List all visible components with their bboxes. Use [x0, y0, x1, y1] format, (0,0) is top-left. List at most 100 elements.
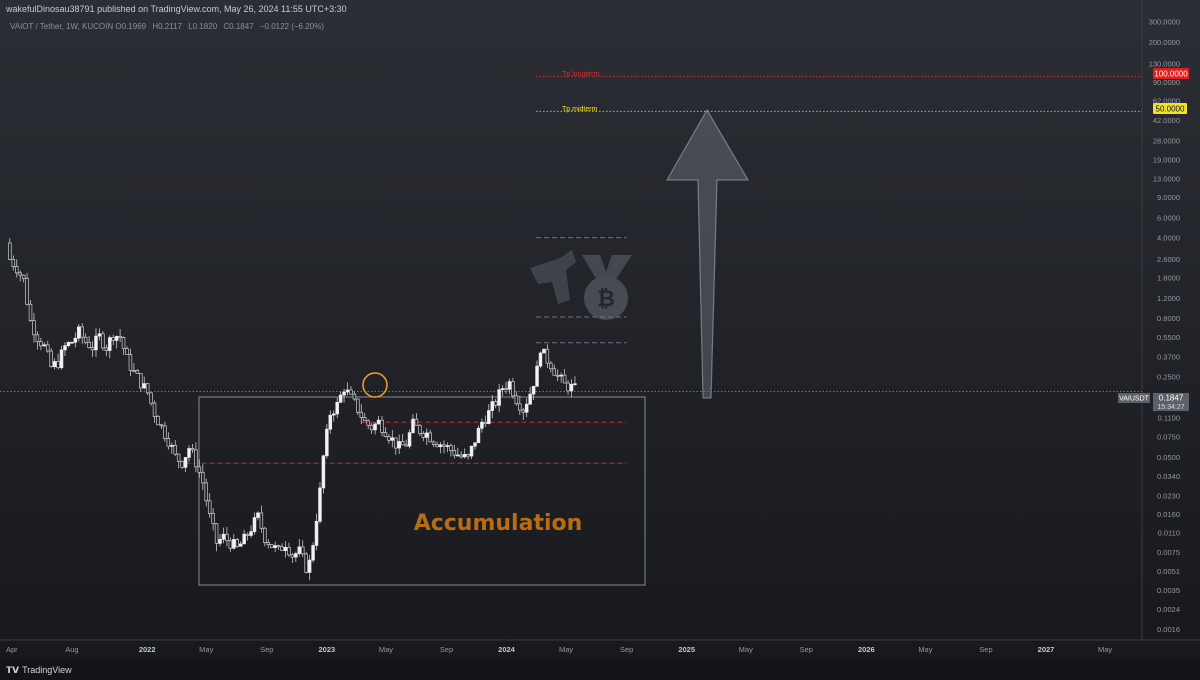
candle-body [156, 416, 160, 426]
candle-body [90, 347, 95, 351]
candle-body [63, 345, 67, 351]
high-value: 0.2117 [158, 22, 182, 31]
candle-body [404, 444, 408, 447]
candle-body [559, 374, 563, 377]
time-tick-label: May [1098, 645, 1112, 654]
price-tick-label: 42.0000 [1153, 116, 1180, 125]
time-tick-label: May [199, 645, 213, 654]
candle-body [425, 432, 429, 438]
time-tick-label: May [379, 645, 393, 654]
up-arrow-annotation [665, 108, 750, 399]
low-value: 0.1820 [192, 22, 218, 31]
time-tick-label: 2024 [498, 645, 516, 654]
candle-body [363, 417, 367, 422]
price-tick-label: 2.6000 [1157, 255, 1180, 264]
candle-body [383, 432, 388, 437]
candle-body [42, 344, 47, 347]
candle-body [394, 437, 398, 449]
price-tick-label: 0.0075 [1157, 548, 1180, 557]
candle-body [52, 361, 57, 367]
candle-body [318, 487, 322, 522]
candle-body [366, 420, 370, 426]
price-tick-label: 300.0000 [1149, 18, 1180, 27]
svg-text:₿: ₿ [597, 287, 615, 312]
candle-body [490, 401, 494, 411]
price-tick-label: 1.8000 [1157, 274, 1180, 283]
candle-body [232, 539, 236, 549]
price-tick-label: 19.0000 [1153, 156, 1180, 165]
pair-tag-text: VAIUSDT [1119, 396, 1150, 403]
candle-body [535, 365, 539, 387]
candle-body [197, 466, 202, 473]
candle-body [421, 433, 426, 438]
candle-body [187, 448, 191, 458]
candle-body [373, 423, 377, 431]
candle-body [483, 421, 488, 425]
brand-label: TradingView [22, 665, 72, 675]
candle-body [400, 441, 405, 446]
candle-body [521, 409, 526, 413]
candle-body [311, 545, 315, 561]
price-tick-label: 6.0000 [1157, 213, 1180, 222]
horizontal-lines [0, 76, 1142, 464]
candle-body [11, 258, 16, 267]
candle-body [431, 441, 436, 445]
candle-body [245, 533, 250, 536]
time-tick-label: 2023 [319, 645, 336, 654]
candle-body [545, 348, 550, 364]
price-tick-label: 0.8000 [1157, 314, 1180, 323]
time-tick-label: 2026 [858, 645, 875, 654]
price-tick-label: 0.0750 [1157, 433, 1180, 442]
time-tick-label: May [559, 645, 573, 654]
candle-body [59, 349, 64, 369]
candle-body [321, 455, 326, 489]
tv-icon: 𝗧𝗩 [6, 665, 20, 675]
candle-body [118, 335, 122, 338]
candle-body [359, 411, 364, 418]
price-axis-ticks: 300.0000 200.0000 130.0000 90.0000 62.0000 42… [1149, 18, 1180, 634]
candle-body [418, 424, 422, 434]
candle-body [442, 444, 446, 447]
candle-body [487, 410, 491, 425]
candle-body [542, 348, 546, 354]
candle-body [566, 382, 570, 392]
top-circle-annotation [362, 372, 388, 398]
time-tick-label: Aug [65, 645, 78, 654]
tradingview-logo[interactable]: 𝗧𝗩 TradingView [6, 665, 72, 676]
close-value: 0.1847 [229, 22, 254, 31]
candle-body [524, 403, 529, 413]
change-value: −0.0122 (−6.20%) [259, 22, 324, 31]
price-tick-label: 0.0110 [1158, 529, 1180, 538]
time-axis-ticks: Apr Aug 2022 May Sep 2023 May Sep 2024 May Sep 2025… [6, 645, 1112, 654]
candle-body [163, 425, 167, 439]
price-tick-label: 4.0000 [1157, 234, 1180, 243]
candle-body [8, 242, 12, 260]
candle-body [514, 395, 519, 405]
price-tick-label: 0.0160 [1157, 510, 1180, 519]
price-tick-label: 0.1100 [1158, 413, 1180, 422]
candle-body [380, 419, 384, 433]
candle-body [45, 344, 50, 352]
candle-body [356, 398, 360, 413]
candle-body [218, 538, 222, 544]
candle-body [201, 471, 205, 484]
price-tick-label: 1.2000 [1157, 294, 1180, 303]
candle-body [83, 336, 88, 343]
candle-body [407, 432, 412, 447]
price-chart[interactable]: ₿ Accumulation Tp.longterm Tp.midterm 30… [0, 0, 1200, 660]
accumulation-box [198, 396, 646, 586]
price-tick-label: 0.0024 [1157, 605, 1180, 614]
time-tick-label: 2027 [1038, 645, 1055, 654]
tp-longterm-tag: 100.0000 [1153, 68, 1189, 79]
candle-body [338, 394, 343, 403]
candle-body [552, 368, 557, 376]
price-tick-label: 13.0000 [1153, 175, 1180, 184]
last-price-tag: VAIUSDT 0.1847 15:34:27 [1118, 393, 1189, 411]
price-tick-label: 130.0000 [1149, 60, 1180, 69]
candle-body [73, 337, 78, 343]
candle-body [518, 403, 522, 411]
candle-body [77, 326, 81, 339]
time-tick-label: 2025 [678, 645, 695, 654]
candle-body [214, 523, 219, 544]
candle-body [21, 274, 26, 279]
